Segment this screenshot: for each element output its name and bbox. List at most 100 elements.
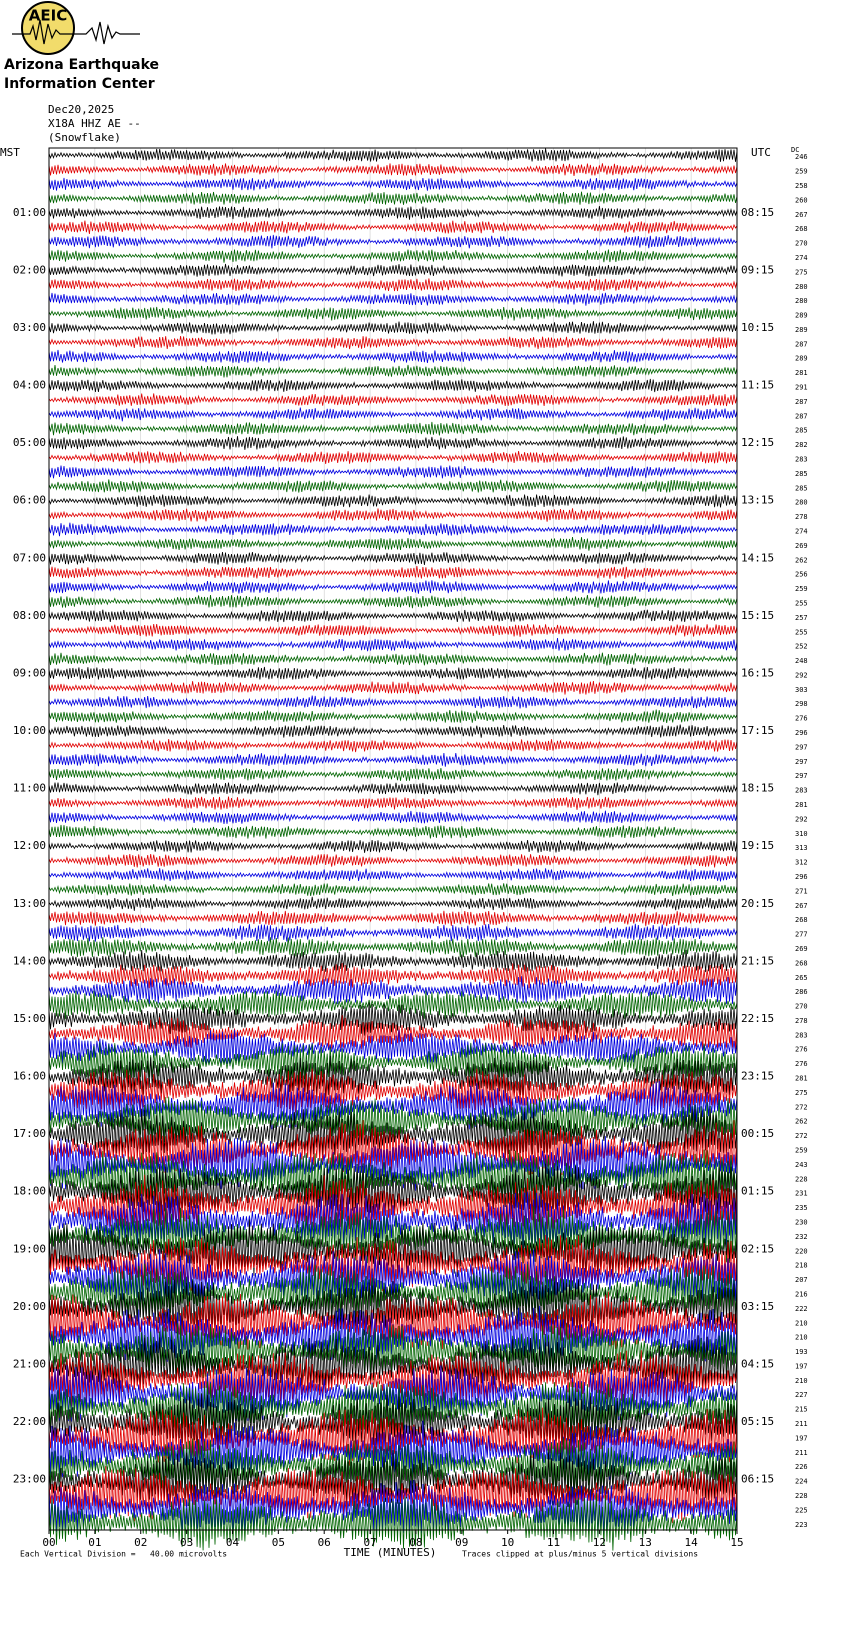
mst-label: 11:00 (13, 782, 46, 795)
dc-value: 207 (795, 1276, 808, 1284)
utc-label: 18:15 (741, 782, 774, 795)
utc-label: 12:15 (741, 436, 774, 449)
logo-circle (21, 1, 75, 55)
trace (48, 1042, 738, 1083)
trace (48, 624, 738, 637)
trace (48, 1335, 738, 1394)
utc-label: 04:15 (741, 1357, 774, 1370)
dc-title: DC (791, 146, 799, 154)
trace (48, 724, 738, 738)
trace (48, 336, 738, 350)
trace (48, 752, 738, 767)
dc-value: 285 (795, 470, 808, 478)
mst-label: 12:00 (13, 839, 46, 852)
dc-value: 275 (795, 1089, 808, 1097)
trace (48, 937, 738, 958)
trace (48, 580, 738, 594)
trace (48, 1291, 738, 1350)
dc-value: 297 (795, 772, 808, 780)
dc-value: 296 (795, 729, 808, 737)
trace (48, 1068, 738, 1115)
x-tick-label: 09 (455, 1536, 468, 1549)
utc-label: 20:15 (741, 897, 774, 910)
x-tick-label: 05 (272, 1536, 285, 1549)
mst-label: 05:00 (13, 436, 46, 449)
dc-value: 287 (795, 398, 808, 406)
dc-value: 215 (795, 1406, 808, 1414)
utc-label: 09:15 (741, 263, 774, 276)
trace (48, 796, 738, 810)
mst-label: 09:00 (13, 666, 46, 679)
dc-value: 218 (795, 1262, 808, 1270)
dc-value: 210 (795, 1319, 808, 1327)
dc-value: 281 (795, 369, 808, 377)
trace (48, 1206, 738, 1264)
trace (48, 220, 738, 234)
utc-label: 00:15 (741, 1127, 774, 1140)
x-tick-label: 07 (363, 1536, 376, 1549)
trace (48, 1120, 738, 1175)
mst-label: 19:00 (13, 1242, 46, 1255)
dc-value: 291 (795, 384, 808, 392)
mst-label: 02:00 (13, 263, 46, 276)
trace (48, 1393, 738, 1452)
dc-value: 271 (795, 887, 808, 895)
trace (48, 1479, 738, 1536)
x-tick-label: 02 (134, 1536, 147, 1549)
trace (48, 206, 738, 220)
trace (48, 896, 738, 911)
date: Dec20,2025 (48, 103, 114, 116)
trace (48, 1002, 738, 1036)
dc-value: 278 (795, 513, 808, 521)
dc-value: 227 (795, 1391, 808, 1399)
trace (48, 949, 738, 973)
dc-value: 262 (795, 1118, 808, 1126)
trace (48, 263, 738, 277)
x-tick-label: 08 (409, 1536, 422, 1549)
dc-value: 281 (795, 801, 808, 809)
dc-value: 228 (795, 1175, 808, 1183)
dc-value: 282 (795, 441, 808, 449)
trace (48, 810, 738, 825)
dc-value: 210 (795, 1334, 808, 1342)
trace (48, 148, 738, 162)
trace (48, 595, 738, 609)
trace (48, 1055, 738, 1099)
mst-label: 01:00 (13, 206, 46, 219)
dc-value: 223 (795, 1521, 808, 1529)
trace (48, 782, 738, 796)
trace (48, 421, 738, 436)
trace (48, 450, 738, 465)
mst-label: 03:00 (13, 321, 46, 334)
dc-value: 269 (795, 542, 808, 550)
dc-value: 275 (795, 268, 808, 276)
dc-value: 267 (795, 902, 808, 910)
dc-value: 197 (795, 1362, 808, 1370)
trace (48, 883, 738, 897)
dc-value: 211 (795, 1420, 808, 1428)
dc-value: 224 (795, 1478, 808, 1486)
trace (48, 1492, 738, 1551)
dc-value: 243 (795, 1161, 808, 1169)
trace (48, 407, 738, 422)
dc-value: 256 (795, 571, 808, 579)
trace (48, 1365, 738, 1422)
utc-label: 19:15 (741, 839, 774, 852)
trace (48, 1174, 738, 1236)
mst-label: 15:00 (13, 1012, 46, 1025)
trace (48, 278, 738, 292)
dc-value: 228 (795, 1492, 808, 1500)
trace (48, 1015, 738, 1050)
clip-note: Traces clipped at plus/minus 5 vertical … (462, 1550, 698, 1559)
trace (48, 709, 738, 724)
dc-value: 235 (795, 1204, 808, 1212)
x-tick-label: 10 (501, 1536, 514, 1549)
dc-value: 269 (795, 945, 808, 953)
mst-label: 23:00 (13, 1473, 46, 1486)
dc-value: 297 (795, 743, 808, 751)
utc-label: 14:15 (741, 551, 774, 564)
dc-value: 231 (795, 1190, 808, 1198)
trace (48, 551, 738, 565)
